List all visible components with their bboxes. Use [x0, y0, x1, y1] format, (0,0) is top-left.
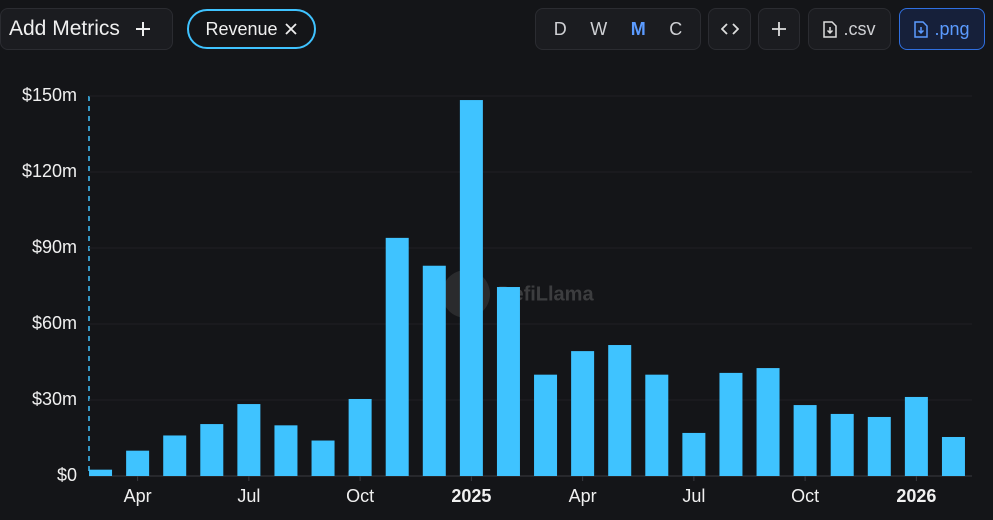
metric-chip[interactable]: Revenue	[187, 9, 316, 49]
bar	[348, 398, 372, 476]
bar	[793, 405, 817, 476]
bar	[941, 436, 965, 476]
y-tick-label: $60m	[32, 313, 77, 333]
x-tick-label: Oct	[346, 486, 374, 506]
bar	[904, 396, 928, 476]
bar	[89, 469, 113, 476]
bar	[496, 287, 520, 476]
add-metrics-button[interactable]: Add Metrics	[0, 8, 173, 50]
interval-button[interactable]: M	[630, 18, 646, 39]
bar	[274, 425, 298, 476]
interval-button[interactable]: W	[590, 18, 608, 39]
png-label: .png	[934, 18, 970, 39]
add-metrics-label: Add Metrics	[9, 17, 120, 40]
bar	[756, 368, 780, 476]
bar	[200, 424, 224, 476]
interval-button[interactable]: C	[669, 18, 683, 39]
file-download-icon	[914, 20, 929, 38]
y-tick-label: $30m	[32, 389, 77, 409]
file-download-icon	[823, 20, 838, 38]
bar	[608, 345, 632, 476]
csv-button[interactable]: .csv	[808, 8, 891, 50]
bar	[126, 450, 150, 476]
metric-chip-label: Revenue	[205, 18, 278, 39]
x-tick-label: Oct	[791, 486, 819, 506]
plus-icon	[135, 22, 150, 36]
interval-button[interactable]: D	[553, 18, 567, 39]
bar	[311, 440, 335, 476]
add-chart-button[interactable]	[758, 8, 800, 50]
bar	[237, 404, 261, 476]
bar	[571, 351, 595, 476]
csv-label: .csv	[843, 18, 876, 39]
x-tick-label: Apr	[124, 486, 152, 506]
y-tick-label: $90m	[32, 237, 77, 257]
bar	[385, 237, 409, 476]
bar	[422, 265, 446, 476]
bar	[459, 100, 483, 476]
x-tick-label: Jul	[682, 486, 705, 506]
bar	[534, 374, 558, 476]
plus-icon	[772, 22, 786, 36]
y-tick-label: $0	[57, 465, 77, 485]
x-tick-label: 2026	[896, 486, 936, 506]
bar	[682, 432, 706, 476]
embed-button[interactable]	[708, 8, 751, 50]
x-tick-label: Apr	[569, 486, 597, 506]
bar	[867, 416, 891, 476]
bar	[830, 413, 854, 476]
x-tick-label: 2025	[451, 486, 491, 506]
png-button[interactable]: .png	[899, 8, 985, 50]
y-tick-label: $120m	[22, 161, 77, 181]
x-tick-label: Jul	[237, 486, 260, 506]
y-tick-label: $150m	[22, 85, 77, 105]
code-icon	[720, 23, 739, 35]
bar	[163, 435, 187, 476]
watermark-text: DefiLlama	[498, 283, 594, 305]
bar	[719, 372, 743, 476]
bar	[645, 374, 669, 476]
close-icon[interactable]	[284, 22, 298, 36]
